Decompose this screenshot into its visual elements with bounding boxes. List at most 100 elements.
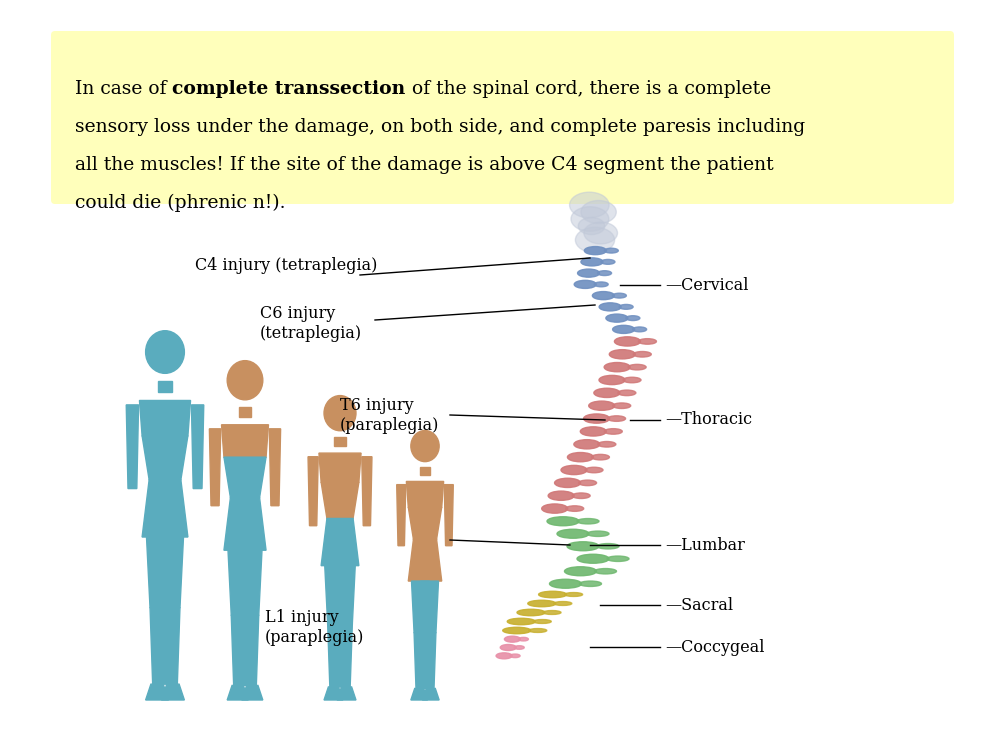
Ellipse shape (618, 390, 636, 396)
Ellipse shape (518, 638, 528, 641)
Text: L1 injury: L1 injury (265, 610, 339, 626)
Ellipse shape (591, 454, 609, 460)
Ellipse shape (574, 280, 596, 289)
Polygon shape (420, 467, 430, 475)
Ellipse shape (500, 644, 516, 650)
Polygon shape (126, 405, 139, 488)
Text: —Sacral: —Sacral (665, 596, 733, 613)
FancyBboxPatch shape (51, 31, 954, 204)
Ellipse shape (598, 271, 612, 275)
Ellipse shape (592, 292, 614, 300)
Text: of the spinal cord, there is a complete: of the spinal cord, there is a complete (406, 80, 771, 98)
Ellipse shape (584, 247, 606, 255)
Ellipse shape (567, 452, 593, 462)
Polygon shape (142, 480, 188, 537)
Polygon shape (444, 484, 453, 546)
Text: —Coccygeal: —Coccygeal (665, 638, 765, 656)
Ellipse shape (533, 620, 551, 623)
Polygon shape (224, 458, 266, 497)
Ellipse shape (579, 480, 597, 486)
Ellipse shape (638, 339, 656, 344)
Ellipse shape (577, 554, 609, 563)
Ellipse shape (598, 442, 616, 447)
Polygon shape (139, 400, 191, 436)
Ellipse shape (623, 377, 641, 382)
Polygon shape (146, 537, 171, 608)
Ellipse shape (594, 282, 608, 286)
Ellipse shape (597, 544, 619, 549)
Text: C6 injury: C6 injury (260, 304, 335, 322)
Ellipse shape (528, 600, 556, 607)
Ellipse shape (507, 618, 535, 625)
Ellipse shape (613, 403, 631, 409)
Ellipse shape (566, 506, 584, 512)
Ellipse shape (503, 627, 531, 634)
Ellipse shape (543, 610, 561, 614)
Polygon shape (321, 518, 359, 566)
Polygon shape (146, 684, 169, 700)
Text: —Thoracic: —Thoracic (665, 412, 752, 428)
Polygon shape (324, 687, 343, 700)
Ellipse shape (633, 352, 651, 357)
Text: complete transsection: complete transsection (173, 80, 406, 98)
Polygon shape (224, 497, 266, 550)
Ellipse shape (584, 222, 618, 244)
Ellipse shape (578, 217, 605, 235)
Text: —Lumbar: —Lumbar (665, 536, 745, 554)
Ellipse shape (599, 303, 621, 311)
Ellipse shape (146, 331, 184, 374)
Ellipse shape (557, 530, 589, 538)
Polygon shape (338, 624, 352, 687)
Polygon shape (162, 608, 180, 684)
Text: (paraplegia): (paraplegia) (340, 416, 439, 434)
Polygon shape (420, 581, 438, 632)
Ellipse shape (612, 293, 626, 298)
Polygon shape (423, 632, 436, 688)
Polygon shape (321, 482, 359, 518)
Ellipse shape (613, 326, 635, 334)
Polygon shape (328, 624, 342, 687)
Ellipse shape (564, 567, 596, 576)
Ellipse shape (574, 440, 600, 449)
Polygon shape (150, 608, 168, 684)
Text: could die (phrenic n!).: could die (phrenic n!). (75, 194, 286, 212)
Ellipse shape (575, 227, 615, 253)
Polygon shape (231, 615, 247, 686)
Polygon shape (308, 457, 318, 526)
Ellipse shape (606, 314, 628, 322)
Ellipse shape (411, 430, 439, 462)
Ellipse shape (550, 579, 582, 588)
Ellipse shape (561, 465, 587, 475)
Polygon shape (412, 581, 430, 632)
Polygon shape (411, 688, 428, 700)
Polygon shape (222, 424, 268, 458)
Polygon shape (242, 686, 263, 700)
Text: —Cervical: —Cervical (665, 277, 748, 293)
Ellipse shape (567, 542, 599, 550)
Ellipse shape (580, 427, 606, 436)
Ellipse shape (594, 568, 616, 574)
Ellipse shape (585, 467, 603, 472)
Ellipse shape (604, 362, 630, 372)
Ellipse shape (227, 361, 263, 400)
Ellipse shape (604, 248, 618, 253)
Ellipse shape (601, 260, 615, 264)
Polygon shape (334, 437, 346, 446)
Ellipse shape (599, 375, 625, 385)
Ellipse shape (572, 493, 590, 499)
Ellipse shape (633, 327, 647, 332)
Ellipse shape (542, 504, 568, 513)
Ellipse shape (555, 478, 581, 488)
Ellipse shape (581, 258, 603, 266)
Polygon shape (228, 550, 251, 615)
Ellipse shape (628, 364, 646, 370)
Polygon shape (159, 537, 184, 608)
Ellipse shape (604, 429, 622, 434)
Ellipse shape (626, 316, 640, 320)
Polygon shape (243, 615, 259, 686)
Polygon shape (408, 507, 442, 539)
Ellipse shape (539, 591, 567, 598)
Polygon shape (406, 482, 444, 507)
Ellipse shape (581, 200, 616, 223)
Text: T6 injury: T6 injury (340, 397, 414, 413)
